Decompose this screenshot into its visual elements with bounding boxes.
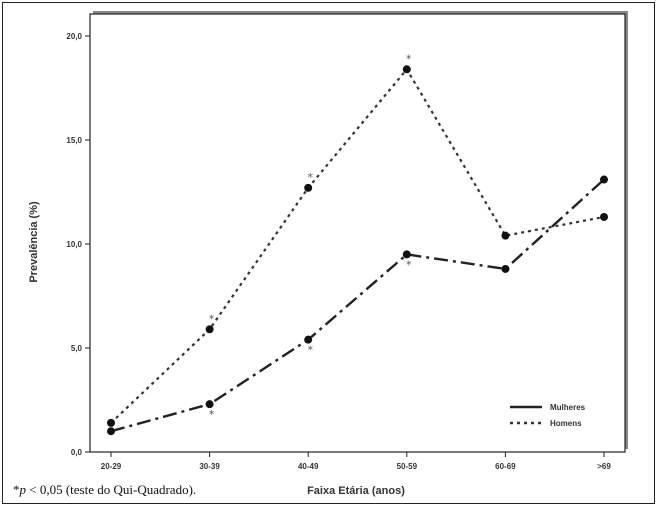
significance-star: * xyxy=(307,344,313,357)
y-tick-label: 15,0 xyxy=(66,136,82,145)
data-point-mulheres xyxy=(402,250,411,259)
data-point-homens xyxy=(205,325,214,334)
y-tick-label: 0,0 xyxy=(71,448,83,457)
significance-star: * xyxy=(406,258,412,271)
data-point-homens xyxy=(402,65,411,74)
data-point-homens xyxy=(304,183,313,192)
data-point-homens xyxy=(501,231,510,240)
data-point-mulheres xyxy=(107,427,115,436)
series-line-homens xyxy=(110,67,605,424)
y-tick-label: 5,0 xyxy=(71,344,83,353)
series-line-mulheres xyxy=(110,178,605,433)
footnote-star: * xyxy=(13,482,20,497)
x-axis-title: Faixa Etária (anos) xyxy=(307,485,405,497)
x-tick-label: >69 xyxy=(597,462,611,471)
x-tick-label: 40-49 xyxy=(298,462,319,471)
significance-star: * xyxy=(406,52,412,65)
significance-star: * xyxy=(307,171,313,184)
x-tick-label: 50-59 xyxy=(397,462,418,471)
data-point-mulheres xyxy=(501,264,510,273)
data-point-mulheres xyxy=(600,175,608,184)
significance-star: * xyxy=(209,312,215,325)
y-tick-label: 20,0 xyxy=(66,32,82,41)
x-tick-label: 30-39 xyxy=(199,462,220,471)
data-point-mulheres xyxy=(304,335,313,344)
plot-area xyxy=(89,13,626,453)
x-tick-label: 60-69 xyxy=(495,462,516,471)
x-tick-label: 20-29 xyxy=(101,462,122,471)
footnote-text: < 0,05 (teste do Qui-Quadrado). xyxy=(26,482,197,497)
significance-footnote: *p < 0,05 (teste do Qui-Quadrado). xyxy=(13,482,196,498)
y-tick-label: 10,0 xyxy=(66,240,82,249)
legend-label-mulheres: Mulheres xyxy=(550,403,586,412)
data-point-homens xyxy=(600,212,608,221)
legend-label-homens: Homens xyxy=(550,419,582,428)
significance-star: * xyxy=(209,408,215,421)
data-point-homens xyxy=(107,418,115,427)
y-axis-title: Prevalência (%) xyxy=(28,201,40,283)
footnote-p: p xyxy=(19,482,27,497)
data-point-mulheres xyxy=(205,400,214,409)
